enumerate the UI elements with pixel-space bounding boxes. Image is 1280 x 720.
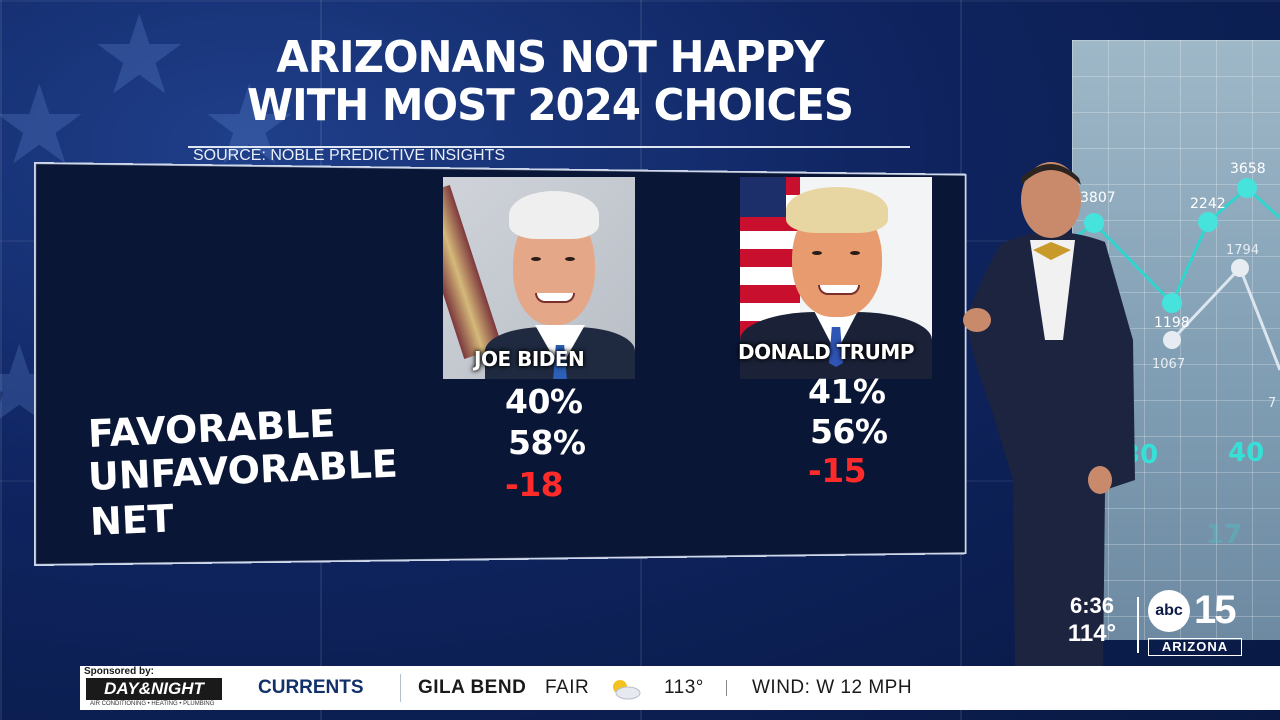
weather-wind: WIND: W 12 MPH	[752, 677, 913, 698]
weather-location: GILA BEND	[418, 677, 527, 698]
ticker-divider	[400, 674, 401, 702]
row-label-net: NET	[89, 496, 175, 544]
chart-label: 3658	[1230, 161, 1266, 177]
presenter	[963, 162, 1135, 670]
clock-time: 6:36	[1069, 593, 1115, 618]
biden-unfavorable: 58%	[508, 423, 586, 462]
source-credit: SOURCE: NOBLE PREDICTIVE INSIGHTS	[193, 147, 506, 164]
chart-axis-label: 17	[1206, 520, 1243, 550]
current-temp: 114°	[1067, 620, 1117, 647]
title-line: ARIZONANS NOT HAPPY	[276, 32, 824, 83]
chart-axis-label: 40	[1228, 438, 1265, 468]
abc-logo-icon: abc	[1148, 590, 1190, 632]
background-line-chart	[1072, 178, 1280, 371]
trump-photo	[740, 177, 932, 379]
station-logo: abc 15 ARIZONA	[1148, 588, 1242, 656]
chart-label: 7	[1268, 396, 1277, 411]
sponsor-label: Sponsored by:	[84, 666, 155, 677]
biden-net: -18	[505, 465, 564, 504]
chart-label: 1067	[1152, 357, 1186, 372]
chart-label: 1198	[1154, 315, 1190, 331]
bug-divider	[1137, 597, 1139, 653]
channel-number: 15	[1194, 588, 1236, 632]
star-decoration: ★	[200, 61, 299, 189]
trump-net: -15	[808, 451, 867, 490]
news-ticker: Sponsored by: DAY&NIGHT AIR CONDITIONING…	[80, 666, 1280, 710]
star-decoration: ★	[90, 0, 189, 119]
biden-favorable: 40%	[505, 382, 583, 421]
chart-label: 2242	[1190, 196, 1226, 212]
ticker-separator	[726, 680, 727, 696]
partly-cloudy-icon	[613, 680, 641, 700]
graphic-title: ARIZONANS NOT HAPPY WITH MOST 2024 CHOIC…	[208, 34, 892, 130]
sponsor-logo: DAY&NIGHT	[86, 678, 222, 700]
chart-label: 3807	[1080, 190, 1116, 206]
title-line: WITH MOST 2024 CHOICES	[246, 80, 854, 131]
trump-favorable: 41%	[808, 372, 886, 411]
star-decoration: ★	[0, 61, 89, 189]
chart-label: 1794	[1226, 243, 1260, 258]
weather-temp: 113°	[664, 677, 704, 698]
ticker-section: CURRENTS	[258, 677, 364, 698]
biden-photo	[443, 177, 635, 379]
trump-unfavorable: 56%	[810, 412, 888, 451]
title-divider	[188, 146, 910, 148]
flag-decoration	[443, 184, 503, 360]
candidate-name: DONALD TRUMP	[738, 340, 914, 364]
station-state: ARIZONA	[1148, 638, 1242, 656]
sponsor-tagline: AIR CONDITIONING • HEATING • PLUMBING	[90, 701, 215, 707]
candidate-name: JOE BIDEN	[474, 347, 585, 371]
time-temp-bug: 6:36 114°	[1062, 592, 1122, 648]
weather-condition: FAIR	[545, 677, 590, 698]
